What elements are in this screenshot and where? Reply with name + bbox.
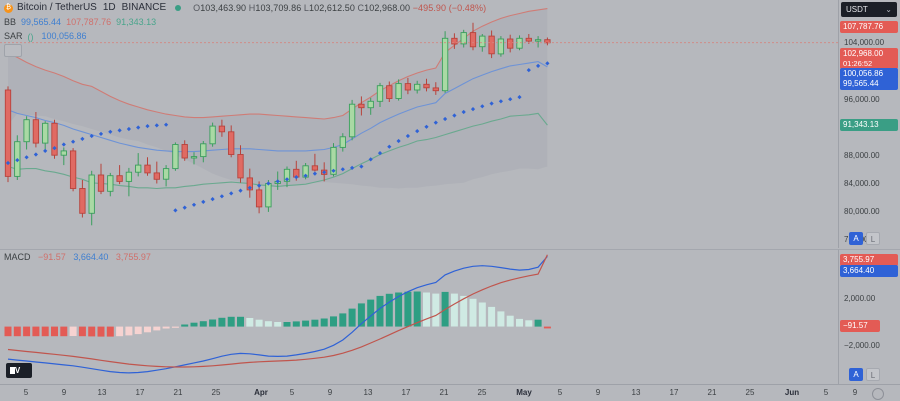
time-scale[interactable]: 5 9 13 17 21 25 Apr 5 9 13 17 21 25 May 5 9 13 17 21 25 Jun 5… (0, 384, 900, 401)
price-tick: 80,000.00 (844, 207, 880, 216)
time-day-label: 25 (477, 388, 487, 397)
last-price-badge[interactable]: 102,968.00 01:26:52 (840, 48, 898, 69)
time-day-label: 9 (327, 388, 333, 397)
bb-upper-badge[interactable]: 107,787.76 (840, 21, 898, 33)
parabolic-sar-dots (5, 61, 550, 213)
macd-pane[interactable]: MACD −91.57 3,664.40 3,755.97 TV (0, 249, 838, 384)
macd-legend[interactable]: MACD −91.57 3,664.40 3,755.97 (4, 252, 151, 262)
price-tick: 104,000.00 (844, 38, 885, 47)
time-day-label: 13 (363, 388, 373, 397)
bb-basis-badge[interactable]: 99,565.44 (840, 78, 898, 90)
currency-label: USDT (846, 5, 868, 14)
price-tick: 96,000.00 (844, 95, 880, 104)
price-scale[interactable]: USDT ⌄ 104,000.0096,000.0092,000.0088,00… (838, 0, 900, 248)
bb-basis-badge-value: 99,565.44 (843, 79, 879, 88)
tradingview-logo[interactable]: TV (6, 363, 32, 378)
time-day-label: 25 (211, 388, 221, 397)
time-month-label: Jun (784, 388, 800, 397)
bollinger-basis-line (7, 61, 548, 153)
macd-histogram (4, 291, 551, 337)
bb-lower-badge-value: 91,343.13 (843, 120, 879, 129)
macd-scale-a-button[interactable]: A (849, 368, 863, 381)
sar-badge-value: 100,056.86 (843, 69, 884, 78)
time-day-label: 13 (631, 388, 641, 397)
time-day-label: 5 (823, 388, 829, 397)
tradingview-logo-mark: TV (11, 366, 20, 375)
macd-scale-l-button[interactable]: L (866, 368, 880, 381)
time-day-label: 17 (669, 388, 679, 397)
time-month-label: May (516, 388, 532, 397)
time-day-label: 21 (439, 388, 449, 397)
price-tick: 84,000.00 (844, 179, 880, 188)
macd-signal-value: 3,755.97 (115, 252, 151, 262)
bollinger-band-fill (8, 8, 548, 189)
macd-signal-badge[interactable]: 3,755.97 (840, 254, 898, 266)
time-day-label: 5 (23, 388, 29, 397)
macd-label: MACD (4, 252, 31, 262)
price-scale-l-button[interactable]: L (866, 232, 880, 245)
macd-scale[interactable]: 2,000.00 −2,000.00 3,755.97 3,664.40 −91.57… (838, 249, 900, 384)
candlestick-series (4, 22, 551, 226)
time-month-label: Apr (254, 388, 268, 397)
macd-plot-canvas[interactable] (0, 250, 838, 384)
sar-badge[interactable]: 100,056.86 (840, 68, 898, 80)
time-scale-settings-icon[interactable] (872, 388, 884, 400)
price-scale-a-button[interactable]: A (849, 232, 863, 245)
macd-line-badge[interactable]: 3,664.40 (840, 265, 898, 277)
countdown-timer: 01:26:52 (843, 59, 873, 68)
bb-upper-badge-value: 107,787.76 (843, 22, 884, 31)
price-tick: 88,000.00 (844, 151, 880, 160)
time-day-label: 9 (852, 388, 858, 397)
time-day-label: 5 (557, 388, 563, 397)
time-day-label: 9 (61, 388, 67, 397)
macd-line (7, 256, 548, 374)
price-chart-pane[interactable]: Bitcoin / TetherUS 1D BINANCE O103,463.9… (0, 0, 838, 248)
macd-signal-line (7, 254, 548, 368)
time-day-label: 5 (289, 388, 295, 397)
macd-line-value: 3,664.40 (73, 252, 109, 262)
chevron-down-icon[interactable]: ⌄ (885, 5, 892, 14)
price-plot-canvas[interactable] (0, 0, 838, 248)
time-day-label: 17 (401, 388, 411, 397)
last-price-badge-value: 102,968.00 (843, 49, 884, 58)
macd-hist-value: −91.57 (38, 252, 66, 262)
macd-tick: −2,000.00 (844, 341, 880, 350)
currency-selector[interactable]: USDT ⌄ (841, 2, 897, 17)
time-day-label: 25 (745, 388, 755, 397)
bb-lower-badge[interactable]: 91,343.13 (840, 119, 898, 131)
macd-tick: 2,000.00 (844, 294, 876, 303)
time-day-label: 21 (707, 388, 717, 397)
time-day-label: 13 (97, 388, 107, 397)
macd-hist-badge[interactable]: −91.57 (840, 320, 880, 332)
time-day-label: 21 (173, 388, 183, 397)
time-day-label: 9 (595, 388, 601, 397)
time-day-label: 17 (135, 388, 145, 397)
